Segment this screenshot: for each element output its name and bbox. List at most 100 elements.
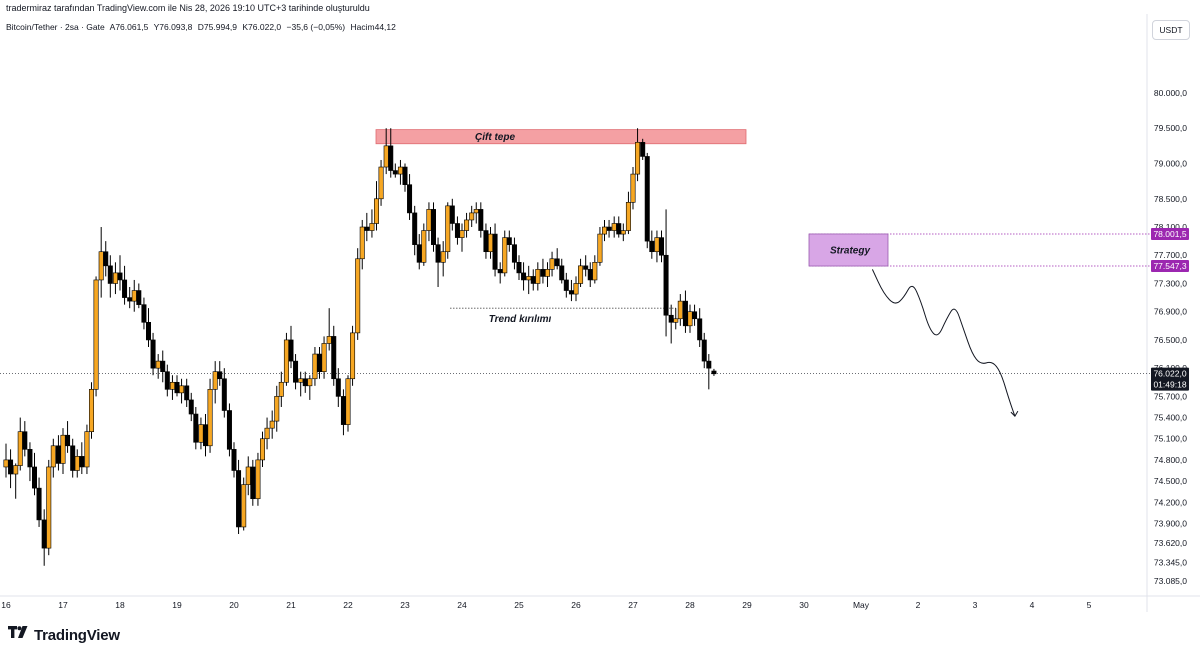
y-tick-label: 73.345,0 [1154,558,1187,568]
strategy-zone [808,233,889,267]
currency-button[interactable]: USDT [1152,20,1190,40]
candle-body-bullish [207,389,213,447]
candle-body-bullish [98,251,104,281]
candle-body-bearish [497,269,503,274]
candle-body-bullish [369,223,375,231]
candle-body-bearish [231,449,237,471]
candle-body-bullish [74,456,80,471]
candle-body-bearish [150,339,156,369]
y-tick-label: 76.500,0 [1154,335,1187,345]
candle-body-bullish [269,420,275,429]
candle-body-bullish [278,381,284,397]
candle-body-bearish [663,254,669,316]
candle-body-bullish [355,258,361,334]
candle-body-bullish [307,378,313,387]
candle-body-bullish [3,459,9,468]
candle-body-bearish [217,371,223,380]
x-tick-label: 17 [58,600,68,610]
candle-body-bearish [146,321,152,341]
y-tick-label: 77.300,0 [1154,278,1187,288]
candle-body-bullish [544,269,550,277]
strategy-level-price-label: 78.001,5 [1153,229,1186,239]
candle-body-bullish [312,353,318,380]
candle-body-bearish [22,431,28,450]
candle-body-bearish [668,314,674,323]
candle-body-bearish [606,226,612,231]
candle-body-bullish [283,339,289,383]
candle-body-bullish [169,381,175,390]
candle-body-bullish [84,431,90,468]
y-tick-label: 73.620,0 [1154,538,1187,548]
candle-body-bullish [502,237,508,274]
y-tick-label: 77.700,0 [1154,250,1187,260]
candle-body-bullish [473,209,479,214]
candle-body-bullish [635,142,641,175]
candle-body-bearish [658,237,664,256]
candlestick-series [3,128,717,566]
candle-body-bullish [592,262,598,281]
candle-body-bearish [454,223,460,238]
candle-body-bearish [616,223,622,235]
candle-body-bearish [226,410,232,450]
candle-body-bearish [141,304,147,323]
candle-body-bearish [516,262,522,274]
candle-body-bullish [397,166,403,175]
candle-body-bearish [492,233,498,270]
volume-value: Hacim44,12 [350,22,396,32]
ohlc-close: K76.022,0 [242,22,282,32]
candle-body-bullish [245,466,251,485]
candle-body-bearish [316,353,322,372]
ohlc-open: A76.061,5 [109,22,149,32]
candle-body-bearish [79,456,85,468]
x-tick-label: 16 [1,600,11,610]
x-tick-label: 28 [685,600,695,610]
candle-body-bearish [435,244,441,263]
candle-body-bearish [559,265,565,281]
candle-body-bullish [440,251,446,263]
candle-body-bullish [383,145,389,168]
candle-body-bullish [60,434,66,464]
x-tick-label: 2 [916,600,921,610]
x-tick-label: 18 [115,600,125,610]
y-tick-label: 74.500,0 [1154,476,1187,486]
candle-body-bullish [17,431,23,466]
candle-body-bearish [193,413,199,443]
x-tick-label: 30 [799,600,809,610]
candle-body-bearish [203,424,209,447]
candle-body-bearish [293,360,299,383]
candle-body-bearish [103,251,109,267]
candle-body-bearish [521,272,527,281]
candle-body-bullish [198,424,204,443]
strategy-level-price-tag [1151,227,1189,240]
y-tick-label: 75.700,0 [1154,391,1187,401]
candle-body-bullish [378,166,384,200]
y-tick-label: 78.100,0 [1154,222,1187,232]
bar-countdown-label: 01:49:18 [1153,380,1186,390]
y-tick-label: 73.085,0 [1154,576,1187,586]
candle-body-bearish [188,399,194,415]
candle-body-bullish [155,360,161,369]
x-tick-label: 27 [628,600,638,610]
candle-body-bullish [526,276,532,281]
candle-body-bullish [298,378,304,383]
x-tick-label: 25 [514,600,524,610]
candle-body-bullish [673,318,679,323]
candle-body-bullish [445,205,451,253]
candle-body-bearish [644,156,650,242]
brand-name: TradingView [34,626,120,644]
ohlc-low: D75.994,9 [197,22,238,32]
candle-body-bearish [711,370,717,375]
price-change: −35,6 (−0,05%) [286,22,346,32]
y-tick-label: 76.900,0 [1154,307,1187,317]
symbol-name[interactable]: Bitcoin/Tether · 2sa · Gate [6,22,105,32]
current-price-label: 76.022,0 [1153,369,1186,379]
trend-break-label: Trend kırılımı [489,314,552,325]
candle-body-bullish [549,258,555,270]
candle-body-bearish [697,318,703,341]
candle-body-bearish [478,209,484,231]
candle-body-bearish [164,371,170,390]
candle-body-bearish [692,311,698,320]
candle-body-bearish [55,445,61,464]
candle-body-bearish [511,244,517,263]
